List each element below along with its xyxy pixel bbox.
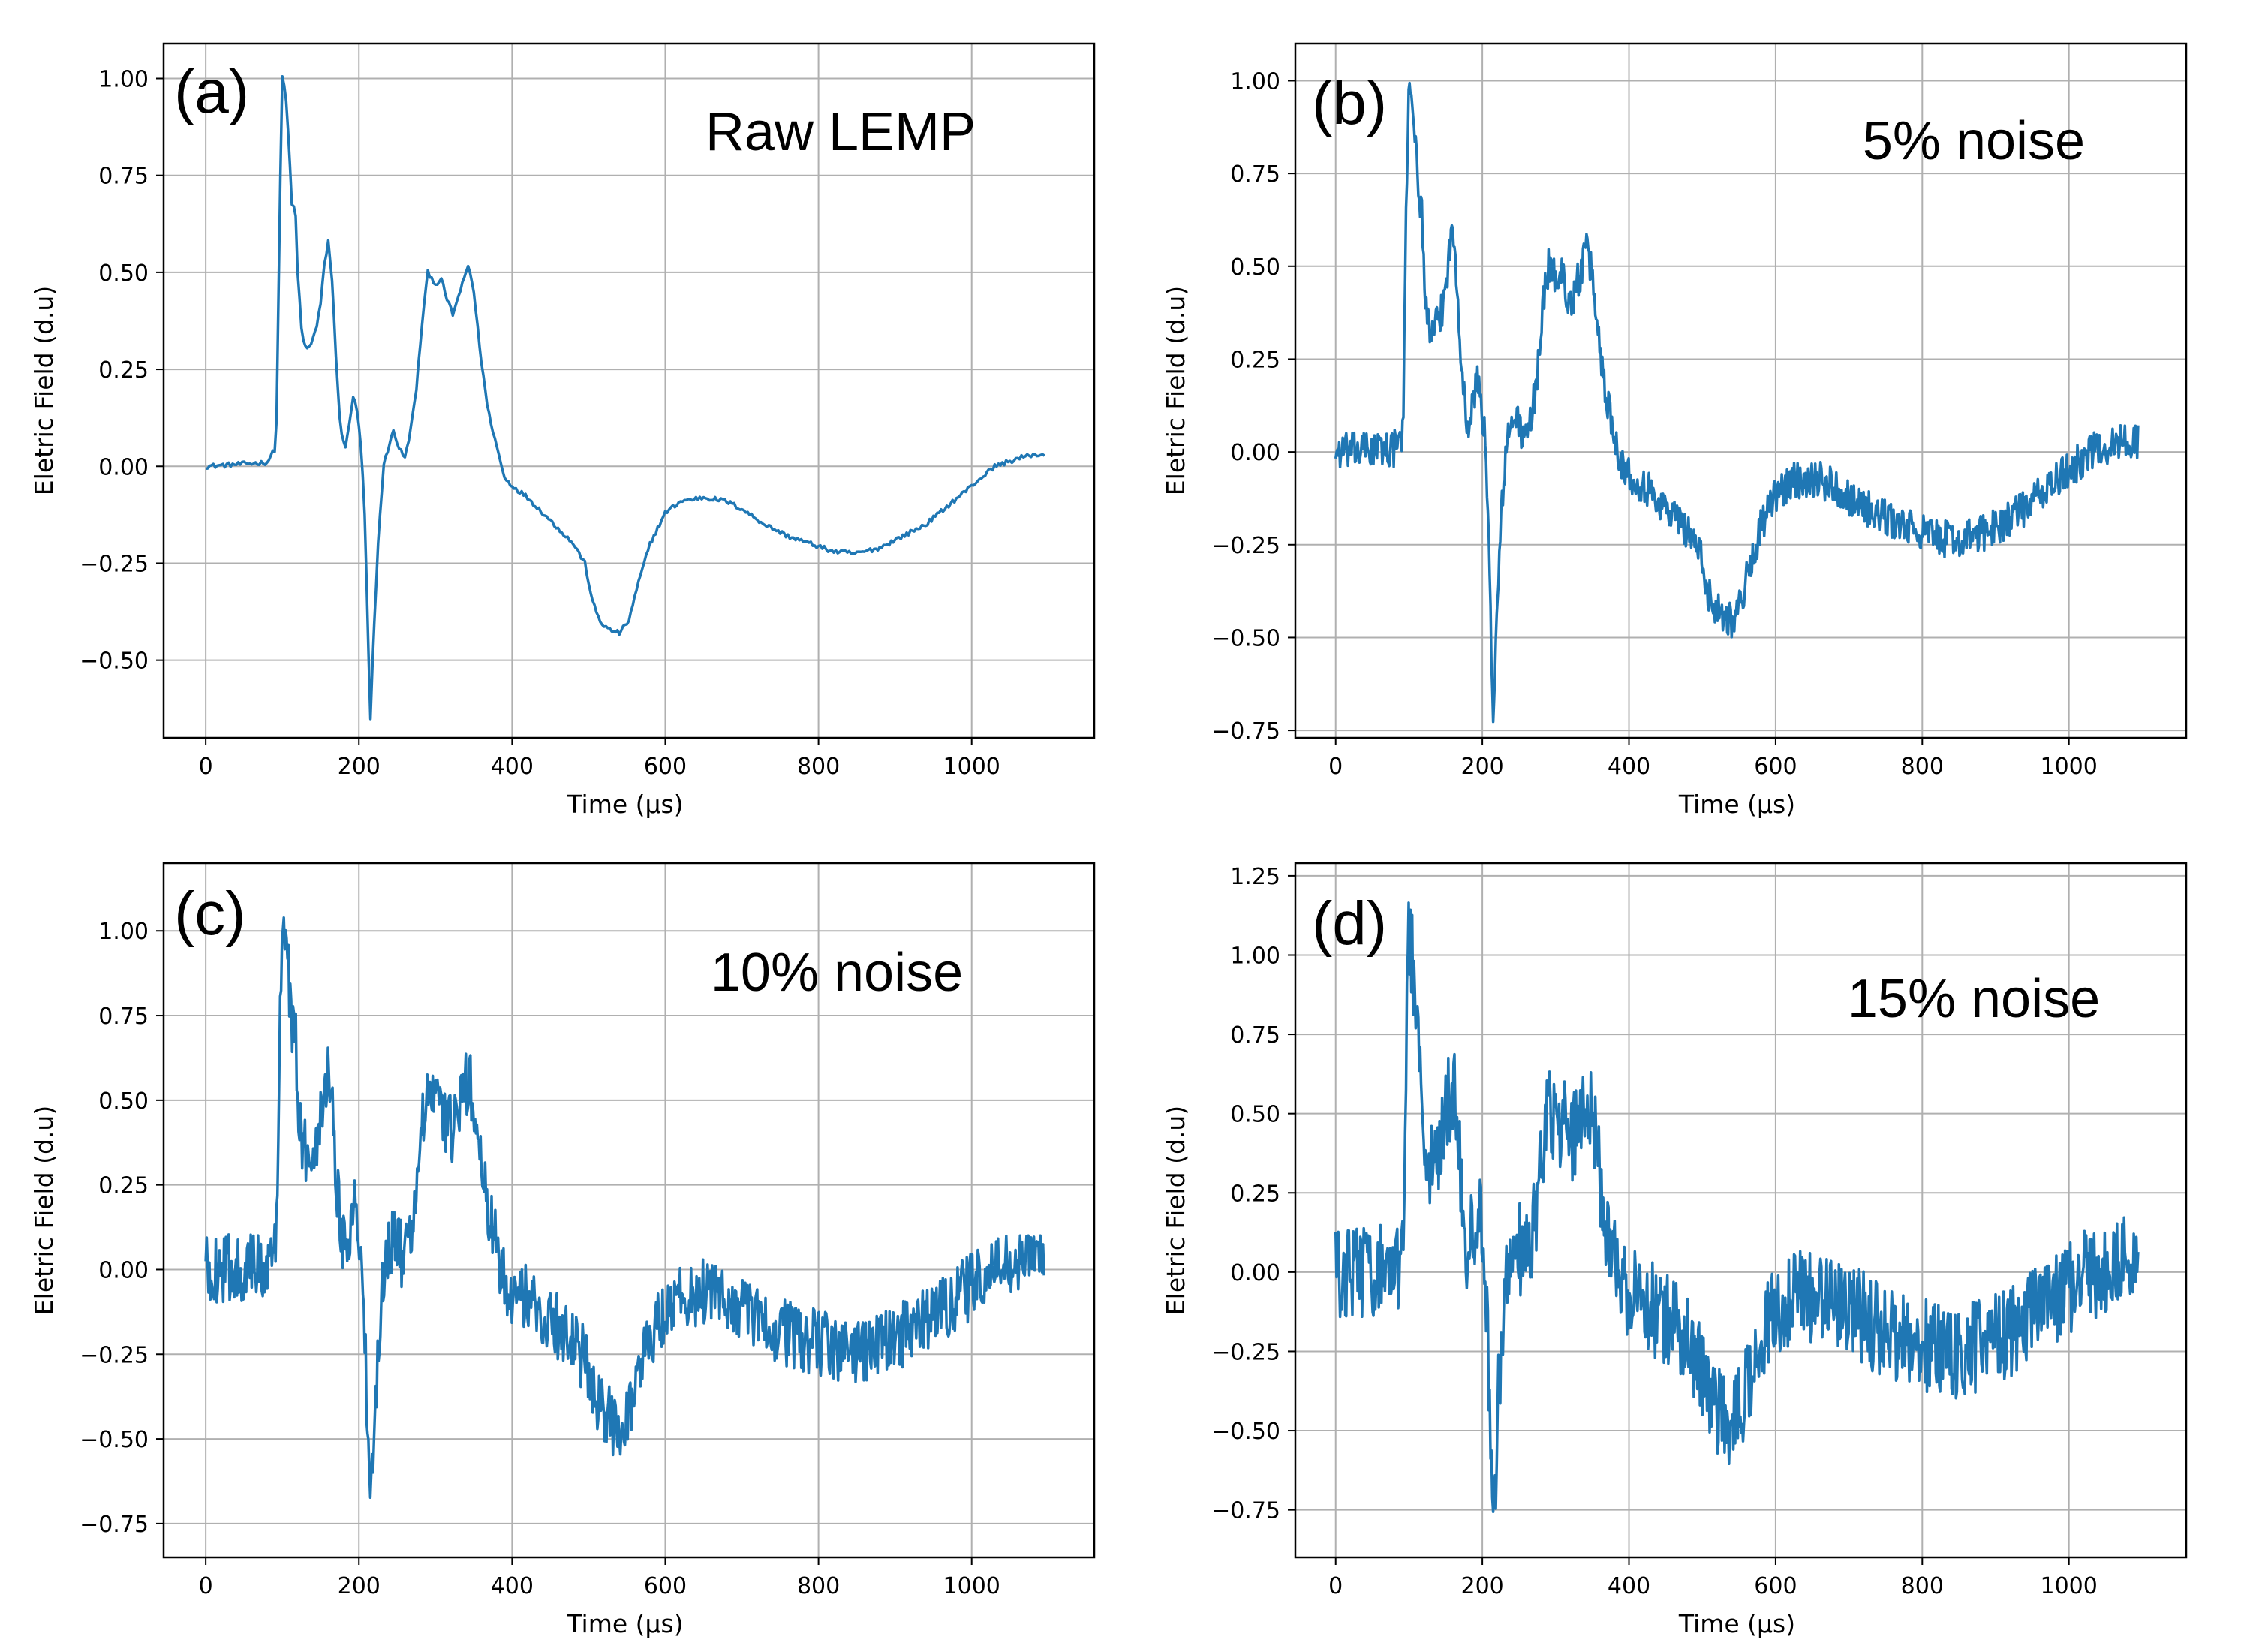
x-tick-label: 600 <box>644 1573 687 1599</box>
y-tick-label: 1.00 <box>1230 943 1280 969</box>
x-tick-label: 200 <box>338 754 381 780</box>
x-tick-label: 800 <box>1901 1573 1944 1599</box>
y-tick-label: −0.50 <box>80 1427 149 1453</box>
y-tick-label: 0.50 <box>98 260 149 287</box>
y-tick-label: −0.50 <box>1211 625 1280 651</box>
axes-frame <box>162 42 1096 739</box>
x-tick-label: 400 <box>491 1573 534 1599</box>
x-axis-label: Time (µs) <box>1678 1609 1795 1638</box>
panel-annotation: 15% noise <box>1848 969 2100 1029</box>
panel-label: (b) <box>1312 69 1387 137</box>
panel-label: (d) <box>1312 889 1387 958</box>
y-tick-label: 0.75 <box>98 164 149 190</box>
x-tick-label: 1000 <box>2041 1573 2098 1599</box>
x-tick-label: 0 <box>199 754 213 780</box>
x-tick-label: 400 <box>1608 1573 1650 1599</box>
y-axis-label: Eletric Field (d.u) <box>1161 286 1190 495</box>
y-tick-label: 1.00 <box>98 919 149 945</box>
x-tick-label: 200 <box>1460 754 1503 780</box>
x-axis-label: Time (µs) <box>566 1609 683 1638</box>
y-axis-label: Eletric Field (d.u) <box>29 286 59 495</box>
y-tick-label: 0.25 <box>98 1173 149 1199</box>
y-tick-label: −0.50 <box>80 648 149 675</box>
x-tick-label: 0 <box>199 1573 213 1599</box>
y-tick-label: 0.00 <box>98 1257 149 1283</box>
y-tick-label: 0.25 <box>98 357 149 384</box>
panel-d: 0 200 400 600 800 1000 −0.75 −0.50 −0.25 0.00 0.25… <box>1161 862 2188 1638</box>
y-tick-label: −0.25 <box>1211 533 1280 559</box>
x-tick-label: 600 <box>644 754 687 780</box>
x-tick-label: 0 <box>1328 1573 1343 1599</box>
x-tick-label: 400 <box>1608 754 1650 780</box>
panel-annotation: Raw LEMP <box>705 102 976 162</box>
y-tick-label: −0.75 <box>1211 1498 1280 1524</box>
y-tick-label: −0.75 <box>1211 718 1280 745</box>
x-axis-label: Time (µs) <box>1678 790 1795 819</box>
y-tick-label: −0.25 <box>80 551 149 577</box>
panel-a: 0 200 400 600 800 1000 −0.50 −0.25 0.00 0.25 0.50 0… <box>29 42 1096 819</box>
x-tick-label: 0 <box>1328 754 1343 780</box>
panel-label: (a) <box>174 58 249 126</box>
y-tick-label: 0.50 <box>1230 1102 1280 1128</box>
panel-annotation: 10% noise <box>711 943 963 1003</box>
y-tick-label: 1.00 <box>98 67 149 93</box>
x-tick-label: 800 <box>797 1573 840 1599</box>
panel-annotation: 5% noise <box>1863 111 2085 171</box>
y-tick-label: −0.25 <box>80 1342 149 1368</box>
x-tick-label: 800 <box>1901 754 1944 780</box>
axes-frame <box>1294 862 2188 1559</box>
y-tick-label: 0.50 <box>1230 254 1280 281</box>
x-axis-label: Time (µs) <box>566 790 683 819</box>
y-tick-label: −0.75 <box>80 1512 149 1538</box>
y-tick-label: 0.50 <box>98 1088 149 1115</box>
axes-frame <box>1294 42 2188 739</box>
x-tick-label: 400 <box>491 754 534 780</box>
y-tick-label: 0.75 <box>1230 1022 1280 1049</box>
y-tick-label: 0.00 <box>98 454 149 480</box>
x-tick-label: 600 <box>1754 1573 1797 1599</box>
axes-frame <box>162 862 1096 1559</box>
x-tick-label: 200 <box>338 1573 381 1599</box>
y-tick-label: 0.75 <box>98 1004 149 1030</box>
y-axis-label: Eletric Field (d.u) <box>29 1106 59 1315</box>
y-tick-label: −0.25 <box>1211 1339 1280 1365</box>
y-tick-label: 0.25 <box>1230 347 1280 373</box>
x-tick-label: 600 <box>1754 754 1797 780</box>
x-tick-label: 1000 <box>2041 754 2098 780</box>
y-tick-label: 0.75 <box>1230 161 1280 188</box>
y-tick-label: 0.00 <box>1230 440 1280 466</box>
panel-c: 0 200 400 600 800 1000 −0.75 −0.50 −0.25 0.00 0.25… <box>29 862 1096 1638</box>
series-line <box>206 74 1045 721</box>
series-line <box>204 916 1045 1500</box>
x-tick-label: 1000 <box>943 754 1000 780</box>
series-line <box>1334 81 2140 724</box>
y-tick-label: 0.00 <box>1230 1260 1280 1286</box>
x-tick-label: 800 <box>797 754 840 780</box>
y-tick-label: 1.25 <box>1230 864 1280 890</box>
y-axis-label: Eletric Field (d.u) <box>1161 1106 1190 1315</box>
x-tick-label: 1000 <box>943 1573 1000 1599</box>
panel-label: (c) <box>174 880 246 948</box>
y-tick-label: 1.00 <box>1230 68 1280 95</box>
y-tick-label: −0.50 <box>1211 1419 1280 1445</box>
series-line <box>1334 901 2140 1514</box>
panel-b: 0 200 400 600 800 1000 −0.75 −0.50 −0.25 0.00 0.25… <box>1161 42 2188 819</box>
x-tick-label: 200 <box>1460 1573 1503 1599</box>
y-tick-label: 0.25 <box>1230 1181 1280 1207</box>
